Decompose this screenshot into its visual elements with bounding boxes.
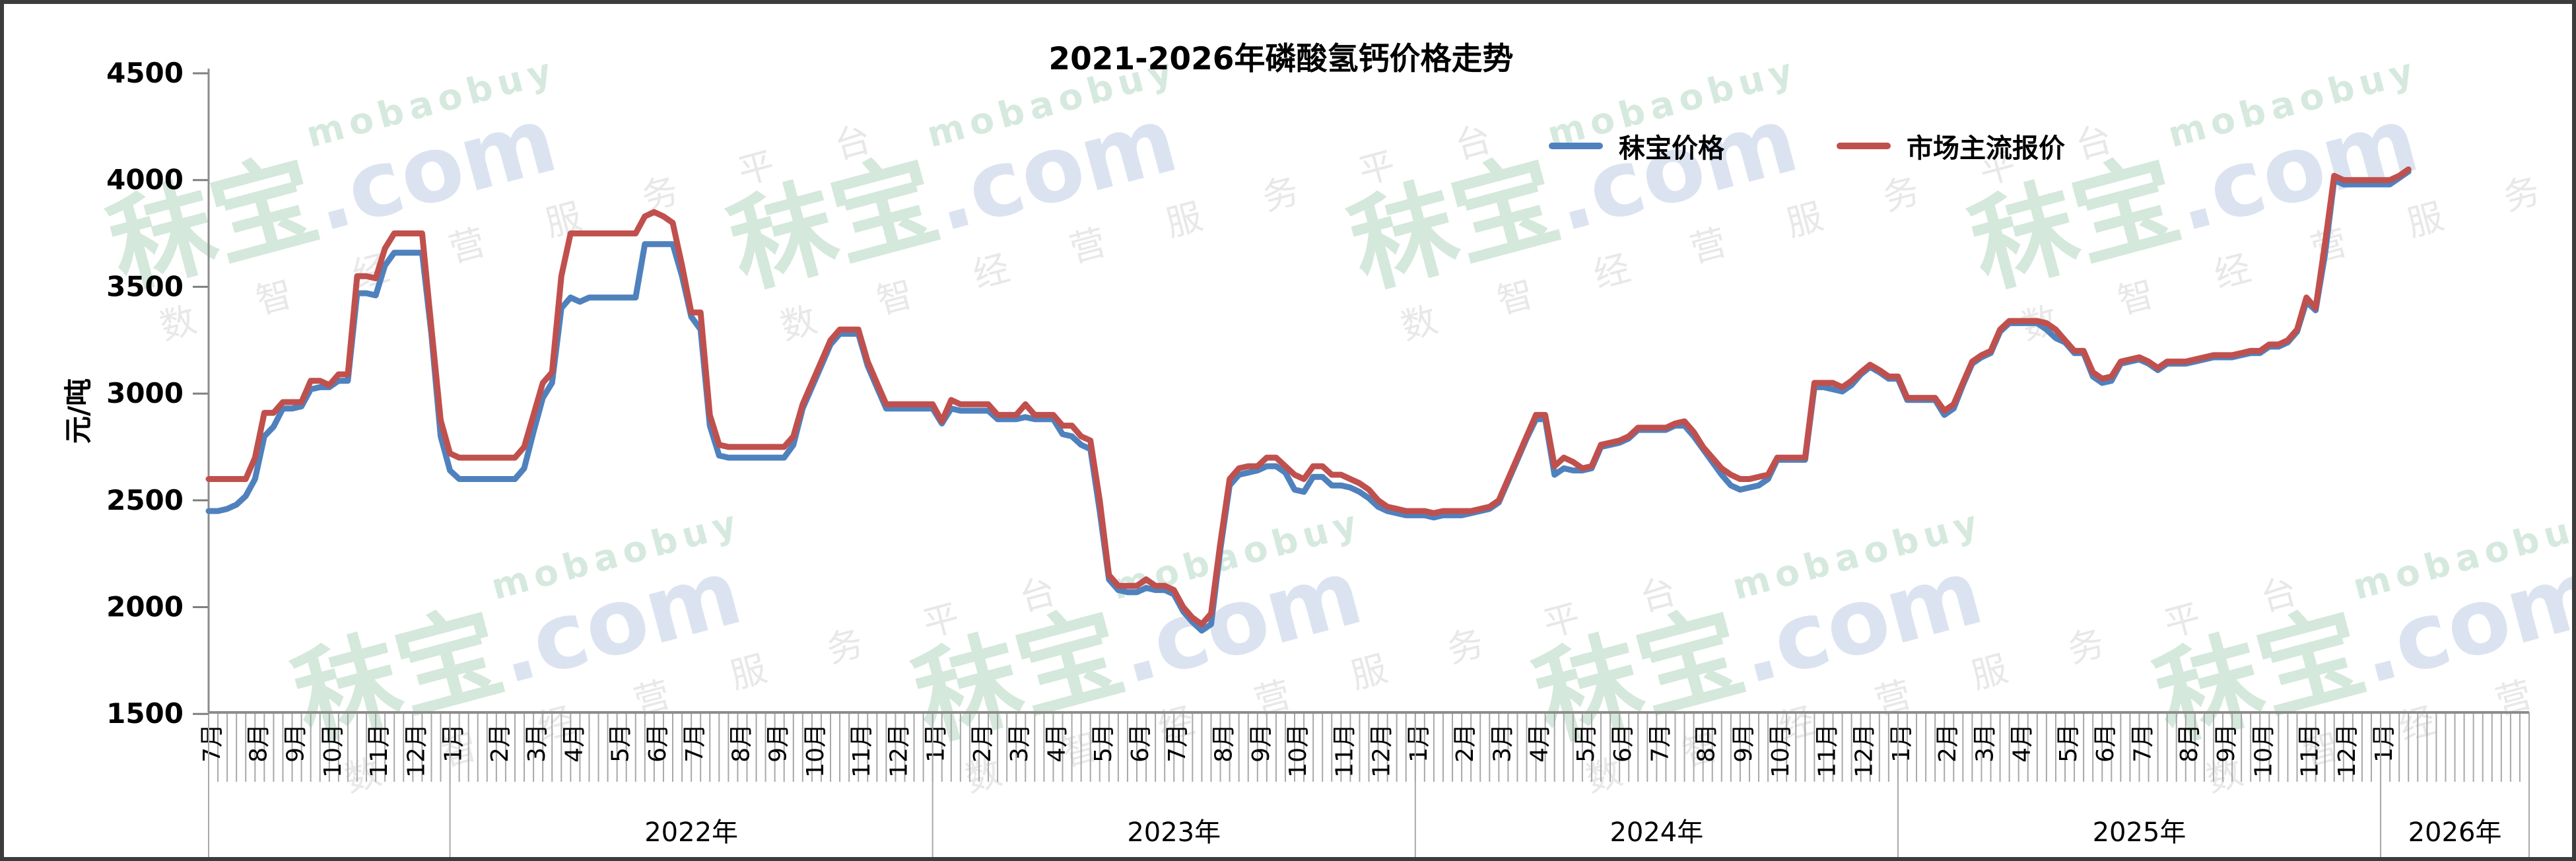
y-axis-tick-label: 2500 xyxy=(106,484,184,516)
x-axis-month-label: 6月 xyxy=(644,724,671,763)
y-axis-tick-label: 2000 xyxy=(106,591,184,623)
x-axis-month-label: 9月 xyxy=(2213,724,2240,763)
x-axis-month-label: 9月 xyxy=(765,724,792,763)
x-axis-month-label: 8月 xyxy=(2176,724,2203,763)
x-axis-month-label: 7月 xyxy=(1164,724,1191,763)
x-axis-month-label: 5月 xyxy=(607,724,634,763)
x-axis-month-label: 3月 xyxy=(1489,724,1516,763)
x-axis-month-label: 8月 xyxy=(1693,724,1720,763)
blue-line-swatch-icon xyxy=(1549,143,1603,149)
x-axis-month-label: 1月 xyxy=(1406,724,1433,763)
x-axis-month-label: 12月 xyxy=(403,724,430,778)
x-axis-month-label: 4月 xyxy=(1526,724,1553,763)
x-axis-month-label: 8月 xyxy=(1211,724,1238,763)
price-chart-svg: 7月 8月 9月 10月 11月 12月 1月 2月 3月 4月 5月 6月 7月 8月 9月 10月 11月 1… xyxy=(106,57,2530,857)
y-axis-tick-label: 1500 xyxy=(106,697,184,730)
x-axis-month-label: 2月 xyxy=(1934,724,1961,763)
year-label: 2022年 xyxy=(644,817,738,848)
y-axis-tick-label: 3500 xyxy=(106,270,184,302)
x-axis-month-label: 11月 xyxy=(2297,724,2324,778)
chart-legend: 秣宝价格 市场主流报价 xyxy=(1549,127,2065,165)
year-label: 2024年 xyxy=(1610,817,1703,848)
price-line-市场主流报价 xyxy=(205,166,2412,627)
x-axis-month-label: 4月 xyxy=(560,724,588,763)
x-axis-month-label: 12月 xyxy=(2334,724,2361,778)
x-axis-month-label: 8月 xyxy=(245,724,272,763)
x-axis-month-label: 1月 xyxy=(923,724,950,763)
y-axis-tick-label: 4000 xyxy=(106,164,184,196)
year-label: 2023年 xyxy=(1127,817,1221,848)
legend-item-mobao-price: 秣宝价格 xyxy=(1549,127,1724,165)
chart-title: 2021-2026年磷酸氢钙价格走势 xyxy=(1048,41,1514,77)
x-axis-month-label: 7月 xyxy=(1646,724,1674,763)
x-axis-month-label: 10月 xyxy=(1767,724,1794,778)
x-axis-month-label: 2月 xyxy=(969,724,996,763)
x-axis-month-label: 2月 xyxy=(1452,724,1479,763)
x-axis-month-label: 8月 xyxy=(728,724,755,763)
x-axis-month-label: 6月 xyxy=(1127,724,1154,763)
x-axis-month-label: 12月 xyxy=(1369,724,1396,778)
x-axis-month-label: 3月 xyxy=(1971,724,1998,763)
x-axis-month-label: 3月 xyxy=(1006,724,1033,763)
x-axis-month-label: 4月 xyxy=(2009,724,2036,763)
x-axis-month-label: 5月 xyxy=(1573,724,1600,763)
year-label: 2026年 xyxy=(2408,817,2502,848)
x-axis-month-label: 9月 xyxy=(1730,724,1757,763)
y-axis-tick-label: 3000 xyxy=(106,377,184,409)
x-axis-month-label: 7月 xyxy=(2129,724,2156,763)
x-axis-month-label: 10月 xyxy=(802,724,829,778)
year-label: 2025年 xyxy=(2093,817,2186,848)
x-axis-month-label: 6月 xyxy=(2092,724,2119,763)
x-axis-month-label: 1月 xyxy=(440,724,467,763)
x-axis-month-label: 6月 xyxy=(1610,724,1637,763)
x-axis-month-label: 9月 xyxy=(283,724,310,763)
x-axis-month-label: 5月 xyxy=(2055,724,2082,763)
x-axis-month-label: 3月 xyxy=(524,724,551,763)
legend-item-market-quote: 市场主流报价 xyxy=(1837,127,2065,165)
x-axis-month-label: 1月 xyxy=(1888,724,1915,763)
x-axis-month-label: 1月 xyxy=(2371,724,2398,763)
x-axis-month-label: 11月 xyxy=(366,724,393,778)
x-axis-month-label: 5月 xyxy=(1090,724,1117,763)
x-axis-month-label: 10月 xyxy=(2250,724,2277,778)
x-axis-month-label: 4月 xyxy=(1043,724,1070,763)
x-axis-month-label: 11月 xyxy=(1331,724,1358,778)
x-axis-month-label: 9月 xyxy=(1248,724,1275,763)
x-axis-month-label: 10月 xyxy=(320,724,347,778)
x-axis-month-label: 7月 xyxy=(199,724,226,763)
red-line-swatch-icon xyxy=(1837,143,1891,149)
legend-label: 市场主流报价 xyxy=(1907,133,2065,164)
x-axis-month-label: 11月 xyxy=(848,724,875,778)
legend-label: 秣宝价格 xyxy=(1619,133,1724,164)
x-axis-month-label: 11月 xyxy=(1813,724,1841,778)
x-axis-month-label: 7月 xyxy=(681,724,708,763)
price-line-秣宝价格 xyxy=(205,168,2412,634)
x-axis-month-label: 2月 xyxy=(487,724,514,763)
x-axis-month-label: 12月 xyxy=(1851,724,1878,778)
x-axis-month-label: 12月 xyxy=(885,724,912,778)
x-axis-month-label: 10月 xyxy=(1285,724,1312,778)
y-axis-tick-label: 4500 xyxy=(106,57,184,89)
